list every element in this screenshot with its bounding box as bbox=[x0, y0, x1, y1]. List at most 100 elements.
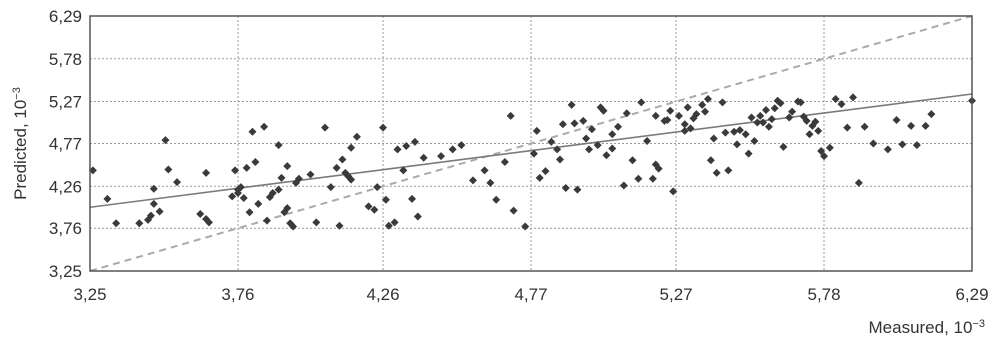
data-point bbox=[573, 185, 582, 194]
data-point bbox=[796, 98, 805, 107]
data-point bbox=[155, 207, 164, 216]
data-point bbox=[561, 183, 570, 192]
data-point bbox=[718, 98, 727, 107]
data-point bbox=[251, 157, 260, 166]
data-point bbox=[680, 120, 689, 129]
data-point bbox=[608, 144, 617, 153]
data-point bbox=[532, 126, 541, 135]
data-point bbox=[701, 107, 710, 116]
data-point bbox=[651, 111, 660, 120]
data-point bbox=[384, 221, 393, 230]
data-point bbox=[283, 162, 292, 171]
data-point bbox=[242, 163, 251, 172]
data-point bbox=[921, 121, 930, 130]
data-point bbox=[608, 130, 617, 139]
data-point bbox=[570, 119, 579, 128]
data-point bbox=[698, 100, 707, 109]
data-point bbox=[614, 122, 623, 131]
data-point bbox=[283, 204, 292, 213]
data-point bbox=[399, 166, 408, 175]
data-point bbox=[854, 178, 863, 187]
data-point bbox=[294, 174, 303, 183]
data-point bbox=[196, 209, 205, 218]
data-point bbox=[593, 141, 602, 150]
data-point bbox=[373, 183, 382, 192]
data-point bbox=[393, 145, 402, 154]
data-point bbox=[402, 142, 411, 151]
data-point bbox=[892, 116, 901, 125]
data-point bbox=[332, 163, 341, 172]
y-tick-label: 3,76 bbox=[49, 219, 82, 238]
data-point bbox=[883, 145, 892, 154]
data-points bbox=[88, 93, 976, 231]
data-point bbox=[767, 115, 776, 124]
data-point bbox=[231, 166, 240, 175]
data-point bbox=[347, 175, 356, 184]
data-point bbox=[173, 178, 182, 187]
data-point bbox=[567, 100, 576, 109]
x-tick-labels: 3,25 3,76 4,26 4,77 5,27 5,78 6,29 bbox=[73, 285, 988, 304]
data-point bbox=[776, 99, 785, 108]
data-point bbox=[321, 123, 330, 132]
data-point bbox=[408, 194, 417, 203]
data-point bbox=[747, 113, 756, 122]
x-tick-label: 4,26 bbox=[366, 285, 399, 304]
data-point bbox=[260, 122, 269, 131]
data-point bbox=[709, 134, 718, 143]
data-point bbox=[236, 183, 245, 192]
data-point bbox=[764, 122, 773, 131]
data-point bbox=[480, 166, 489, 175]
data-point bbox=[785, 113, 794, 122]
data-point bbox=[239, 194, 248, 203]
regression-line bbox=[89, 93, 973, 209]
data-point bbox=[352, 132, 361, 141]
data-point bbox=[628, 156, 637, 165]
data-point bbox=[529, 149, 538, 158]
data-point bbox=[277, 173, 286, 182]
data-point bbox=[683, 103, 692, 112]
data-point bbox=[643, 136, 652, 145]
data-point bbox=[622, 109, 631, 118]
data-point bbox=[602, 151, 611, 160]
data-point bbox=[582, 134, 591, 143]
data-point bbox=[712, 168, 721, 177]
y-tick-label: 4,77 bbox=[49, 135, 82, 154]
data-point bbox=[907, 121, 916, 130]
data-point bbox=[898, 140, 907, 149]
data-point bbox=[448, 145, 457, 154]
data-point bbox=[599, 106, 608, 115]
data-point bbox=[204, 218, 213, 227]
data-point bbox=[535, 173, 544, 182]
data-point bbox=[619, 181, 628, 190]
x-tick-label: 3,76 bbox=[221, 285, 254, 304]
data-point bbox=[843, 123, 852, 132]
data-point bbox=[585, 145, 594, 154]
data-point bbox=[521, 222, 530, 231]
data-point bbox=[663, 116, 672, 125]
data-point bbox=[762, 105, 771, 114]
data-point bbox=[541, 167, 550, 176]
x-tick-label: 4,77 bbox=[514, 285, 547, 304]
data-point bbox=[724, 166, 733, 175]
data-point bbox=[648, 174, 657, 183]
data-point bbox=[274, 185, 283, 194]
y-tick-label: 5,27 bbox=[49, 93, 82, 112]
data-point bbox=[788, 107, 797, 116]
data-point bbox=[825, 143, 834, 152]
data-point bbox=[634, 174, 643, 183]
data-point bbox=[164, 165, 173, 174]
data-point bbox=[820, 152, 829, 161]
data-point bbox=[468, 176, 477, 185]
data-point bbox=[579, 116, 588, 125]
data-point bbox=[927, 110, 936, 119]
data-point bbox=[756, 111, 765, 120]
data-point bbox=[228, 192, 237, 201]
data-point bbox=[254, 199, 263, 208]
data-point bbox=[326, 183, 335, 192]
data-point bbox=[437, 152, 446, 161]
data-point bbox=[202, 168, 211, 177]
data-point bbox=[741, 130, 750, 139]
data-point bbox=[692, 110, 701, 119]
data-point bbox=[730, 127, 739, 136]
